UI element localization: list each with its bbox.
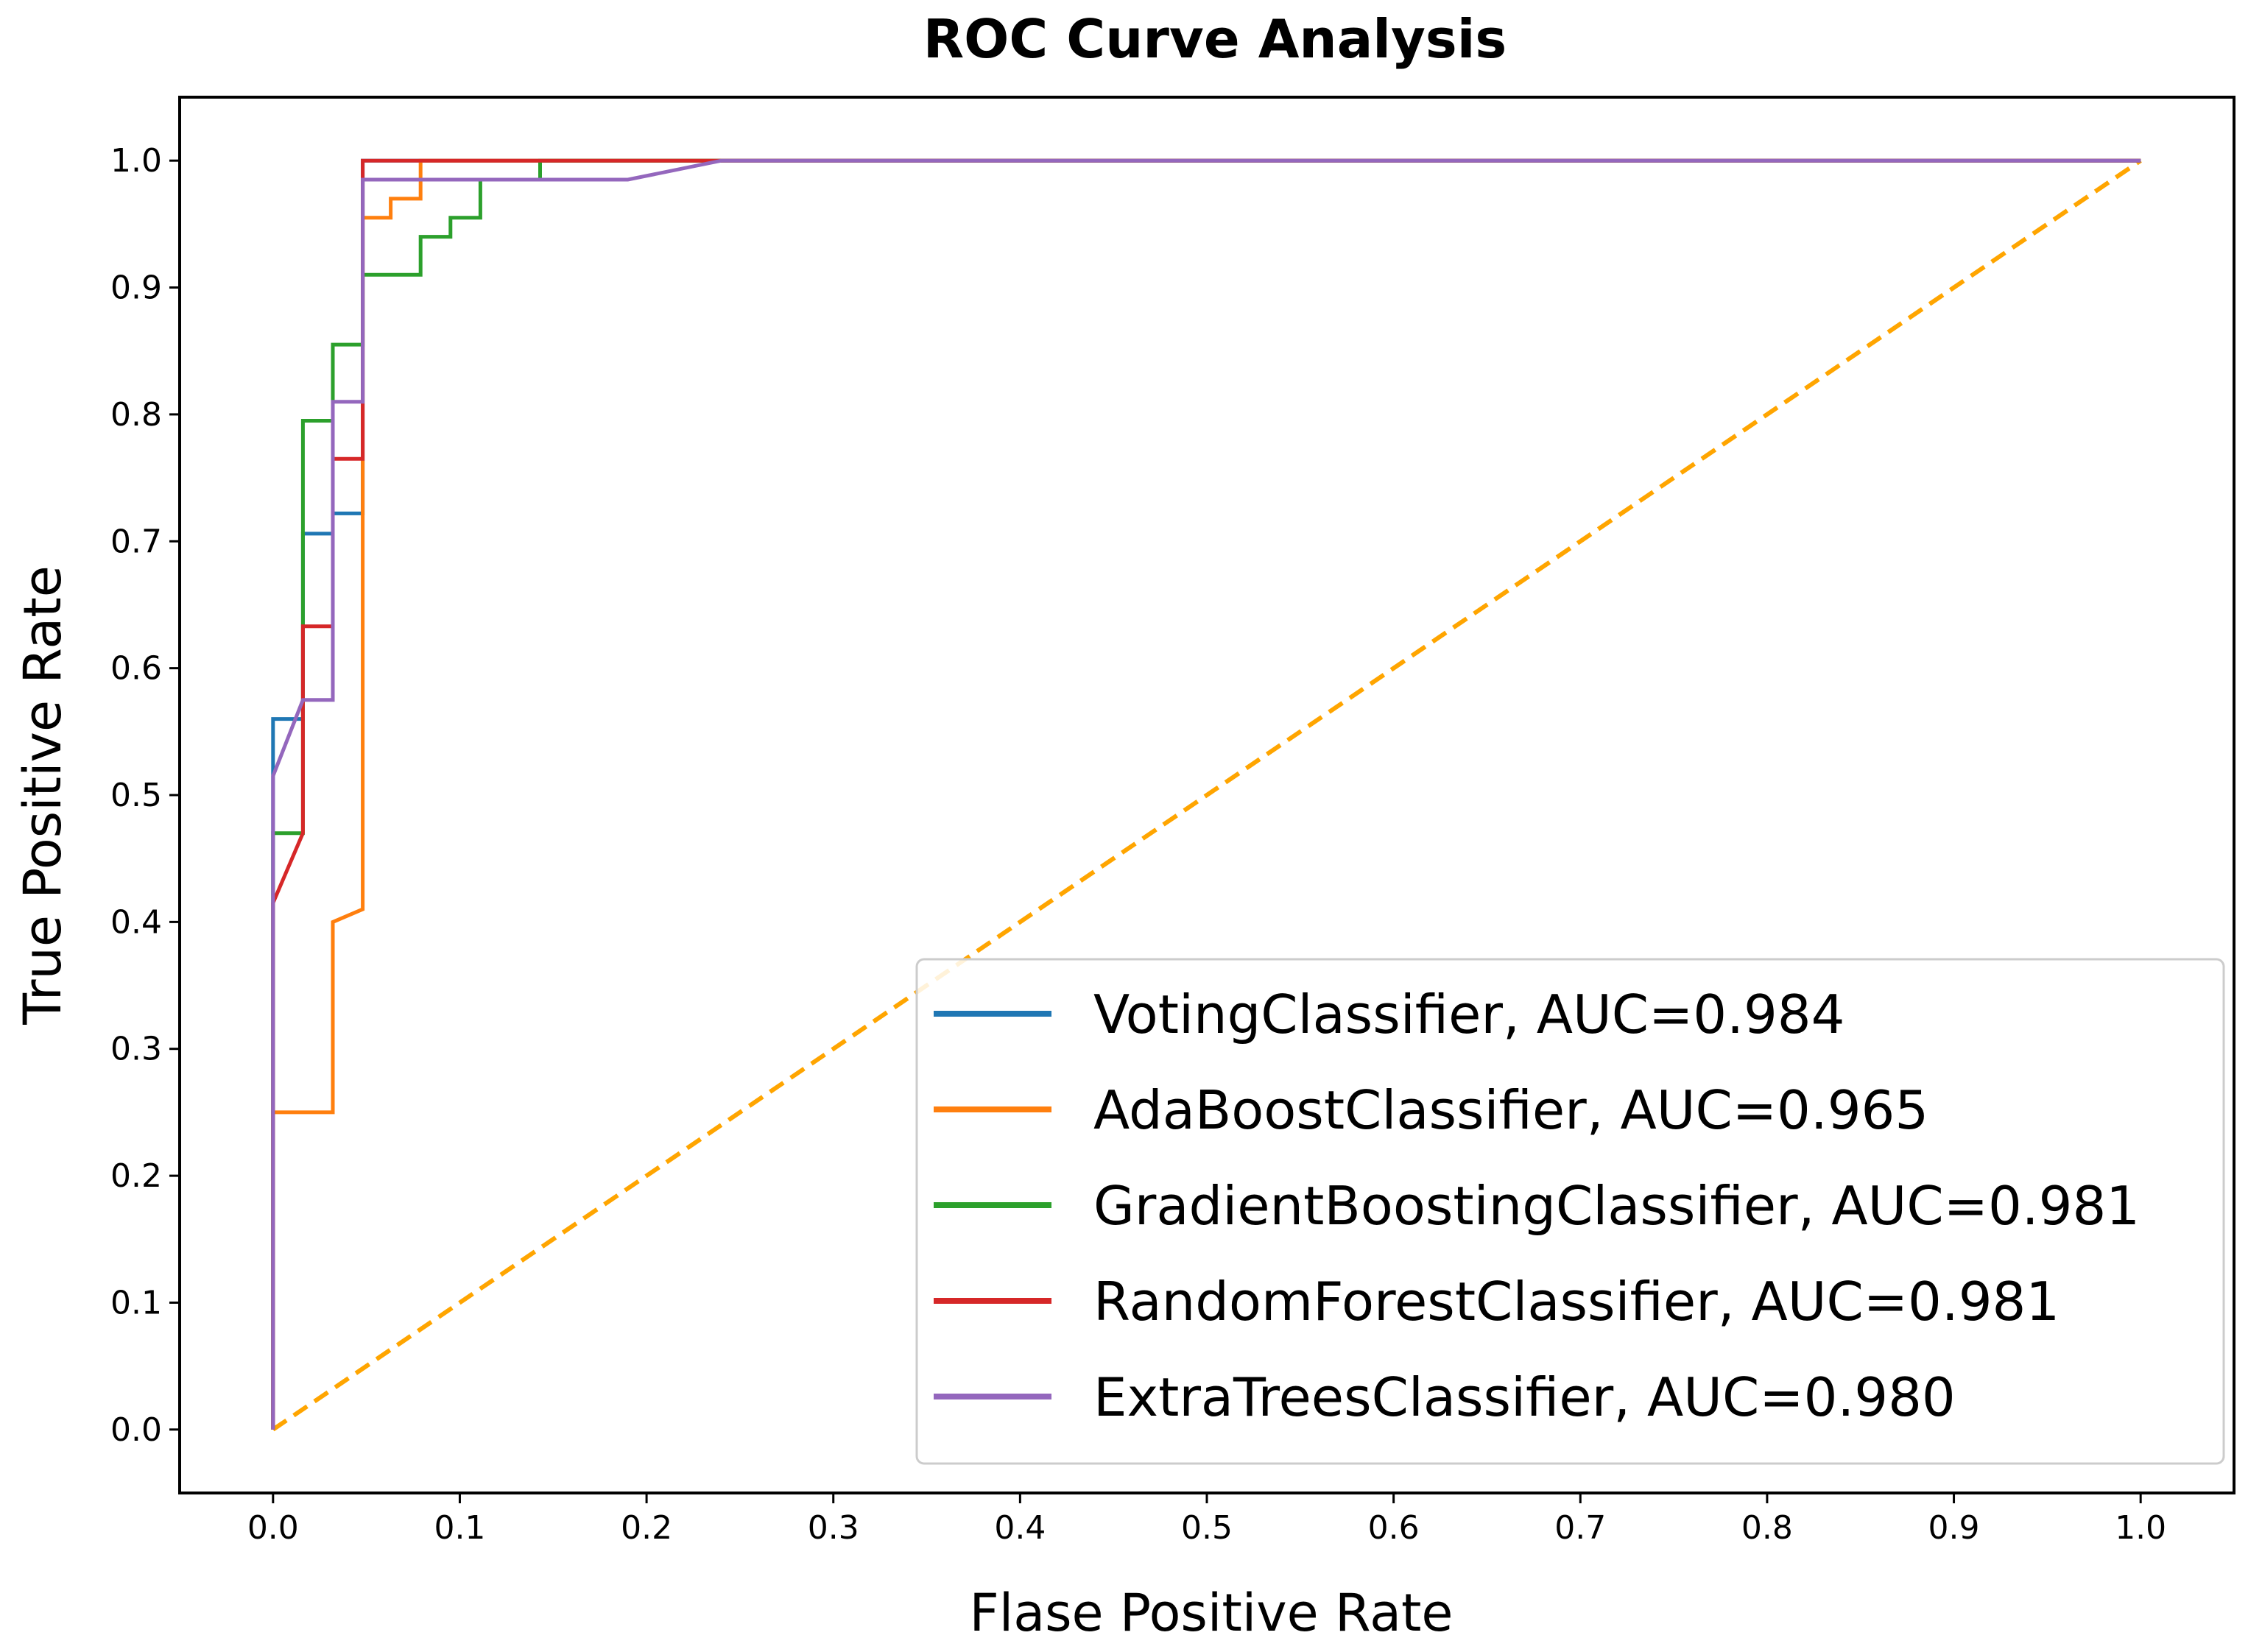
x-tick-label: 0.8 xyxy=(1741,1509,1793,1547)
y-axis-label: True Positive Rate xyxy=(13,565,73,1026)
chart-title: ROC Curve Analysis xyxy=(923,8,1507,70)
x-tick-label: 1.0 xyxy=(2115,1509,2166,1547)
x-tick-label: 0.4 xyxy=(994,1509,1046,1547)
y-tick-label: 0.7 xyxy=(110,523,162,560)
x-tick-label: 0.6 xyxy=(1368,1509,1420,1547)
legend-label: RandomForestClassifier, AUC=0.981 xyxy=(1093,1271,2060,1332)
x-tick-label: 0.2 xyxy=(621,1509,672,1547)
y-tick-label: 0.5 xyxy=(110,777,162,814)
legend-label: GradientBoostingClassifier, AUC=0.981 xyxy=(1093,1175,2140,1237)
y-tick-label: 0.9 xyxy=(110,269,162,307)
legend-label: VotingClassifier, AUC=0.984 xyxy=(1093,984,1845,1045)
y-tick-label: 0.4 xyxy=(110,903,162,941)
x-tick-label: 0.9 xyxy=(1928,1509,1980,1547)
y-tick-label: 0.3 xyxy=(110,1031,162,1068)
axis-ticks: 0.0 0.1 0.2 0.3 0.4 0.5 0.6 0.7 0.8 0.9 1.0 0.0 0.1 0… xyxy=(110,142,2166,1547)
legend-label: AdaBoostClassifier, AUC=0.965 xyxy=(1093,1079,1928,1141)
x-tick-label: 0.7 xyxy=(1554,1509,1606,1547)
y-tick-label: 0.6 xyxy=(110,650,162,688)
x-tick-label: 0.1 xyxy=(434,1509,485,1547)
y-tick-label: 0.2 xyxy=(110,1157,162,1195)
y-tick-label: 0.1 xyxy=(110,1284,162,1321)
series-lines xyxy=(271,158,2142,1432)
legend-box xyxy=(915,958,2225,1465)
x-axis-label: Flase Positive Rate xyxy=(969,1583,1453,1643)
series-line xyxy=(271,158,2141,1430)
y-tick-label: 0.0 xyxy=(110,1411,162,1449)
x-tick-label: 0.0 xyxy=(247,1509,299,1547)
x-tick-label: 0.3 xyxy=(808,1509,859,1547)
x-tick-label: 0.5 xyxy=(1181,1509,1233,1547)
y-tick-label: 0.8 xyxy=(110,396,162,434)
legend-label: ExtraTreesClassifier, AUC=0.980 xyxy=(1093,1366,1956,1428)
diagonal-reference-line xyxy=(272,158,2142,1432)
legend: VotingClassifier, AUC=0.984 AdaBoostClass… xyxy=(915,958,2225,1465)
y-tick-label: 1.0 xyxy=(110,142,162,180)
